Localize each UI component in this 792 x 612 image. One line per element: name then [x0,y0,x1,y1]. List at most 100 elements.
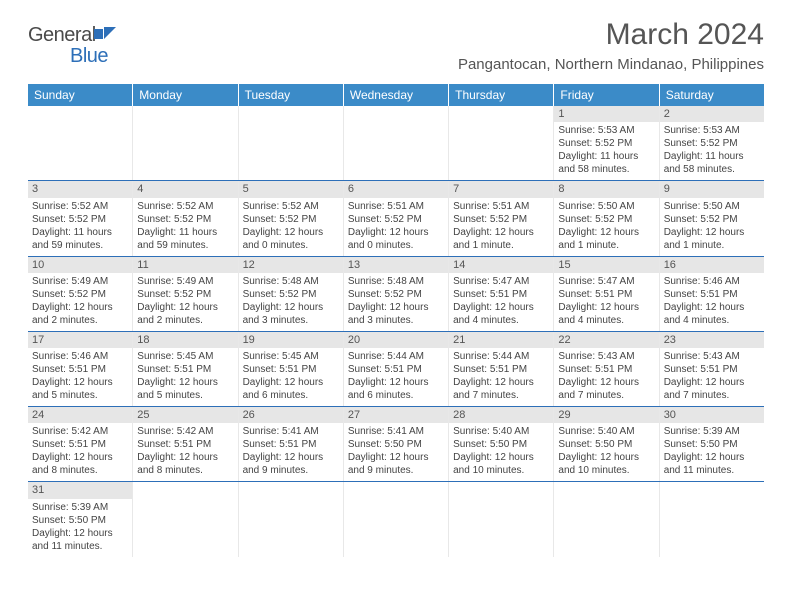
sunset-line: Sunset: 5:51 PM [664,288,760,301]
logo-part1: General [28,24,96,46]
sunset-line: Sunset: 5:52 PM [348,213,444,226]
day-body: Sunrise: 5:40 AMSunset: 5:50 PMDaylight:… [449,423,553,481]
sunset-line: Sunset: 5:50 PM [348,438,444,451]
day-cell: 7Sunrise: 5:51 AMSunset: 5:52 PMDaylight… [449,181,554,255]
day-cell [554,482,659,556]
day-body: Sunrise: 5:45 AMSunset: 5:51 PMDaylight:… [133,348,237,406]
day-number: 7 [449,181,553,197]
day-body: Sunrise: 5:44 AMSunset: 5:51 PMDaylight:… [344,348,448,406]
day-cell [239,106,344,180]
day-cell: 1Sunrise: 5:53 AMSunset: 5:52 PMDaylight… [554,106,659,180]
day-number: 4 [133,181,237,197]
day-number: 17 [28,332,132,348]
day-number: 23 [660,332,764,348]
day-number: 2 [660,106,764,122]
sunrise-line: Sunrise: 5:42 AM [32,425,128,438]
weeks-container: 1Sunrise: 5:53 AMSunset: 5:52 PMDaylight… [28,106,764,557]
daylight-line: Daylight: 12 hours and 4 minutes. [558,301,654,327]
daylight-line: Daylight: 12 hours and 0 minutes. [348,226,444,252]
day-header: Saturday [660,84,764,106]
day-body: Sunrise: 5:41 AMSunset: 5:50 PMDaylight:… [344,423,448,481]
sunrise-line: Sunrise: 5:47 AM [558,275,654,288]
day-number: 14 [449,257,553,273]
day-body: Sunrise: 5:47 AMSunset: 5:51 PMDaylight:… [554,273,658,331]
day-number: 18 [133,332,237,348]
day-header: Monday [133,84,238,106]
day-number: 11 [133,257,237,273]
day-body: Sunrise: 5:39 AMSunset: 5:50 PMDaylight:… [28,499,132,557]
day-body: Sunrise: 5:52 AMSunset: 5:52 PMDaylight:… [28,198,132,256]
day-cell: 17Sunrise: 5:46 AMSunset: 5:51 PMDayligh… [28,332,133,406]
sunrise-line: Sunrise: 5:53 AM [558,124,654,137]
logo-text: GeneralBlue [28,24,120,76]
sunset-line: Sunset: 5:50 PM [558,438,654,451]
daylight-line: Daylight: 12 hours and 1 minute. [664,226,760,252]
day-cell [28,106,133,180]
sunrise-line: Sunrise: 5:47 AM [453,275,549,288]
day-cell: 3Sunrise: 5:52 AMSunset: 5:52 PMDaylight… [28,181,133,255]
day-number: 5 [239,181,343,197]
sunrise-line: Sunrise: 5:51 AM [348,200,444,213]
day-header: Sunday [28,84,133,106]
day-body: Sunrise: 5:53 AMSunset: 5:52 PMDaylight:… [660,122,764,180]
title-block: March 2024 Pangantocan, Northern Mindana… [458,18,764,73]
day-number: 30 [660,407,764,423]
sunrise-line: Sunrise: 5:51 AM [453,200,549,213]
flag-icon [94,24,120,47]
day-cell: 24Sunrise: 5:42 AMSunset: 5:51 PMDayligh… [28,407,133,481]
day-cell [344,482,449,556]
day-number: 28 [449,407,553,423]
sunrise-line: Sunrise: 5:42 AM [137,425,233,438]
daylight-line: Daylight: 12 hours and 11 minutes. [32,527,128,553]
daylight-line: Daylight: 12 hours and 7 minutes. [664,376,760,402]
week-row: 3Sunrise: 5:52 AMSunset: 5:52 PMDaylight… [28,181,764,256]
day-body: Sunrise: 5:47 AMSunset: 5:51 PMDaylight:… [449,273,553,331]
sunrise-line: Sunrise: 5:46 AM [32,350,128,363]
day-header: Wednesday [344,84,449,106]
sunrise-line: Sunrise: 5:52 AM [243,200,339,213]
day-cell [660,482,764,556]
location-text: Pangantocan, Northern Mindanao, Philippi… [458,56,764,73]
week-row: 10Sunrise: 5:49 AMSunset: 5:52 PMDayligh… [28,257,764,332]
day-cell: 28Sunrise: 5:40 AMSunset: 5:50 PMDayligh… [449,407,554,481]
sunrise-line: Sunrise: 5:44 AM [348,350,444,363]
sunrise-line: Sunrise: 5:45 AM [137,350,233,363]
daylight-line: Daylight: 12 hours and 6 minutes. [348,376,444,402]
day-cell [133,106,238,180]
week-row: 24Sunrise: 5:42 AMSunset: 5:51 PMDayligh… [28,407,764,482]
daylight-line: Daylight: 12 hours and 5 minutes. [137,376,233,402]
sunrise-line: Sunrise: 5:43 AM [664,350,760,363]
sunrise-line: Sunrise: 5:40 AM [558,425,654,438]
week-row: 17Sunrise: 5:46 AMSunset: 5:51 PMDayligh… [28,332,764,407]
daylight-line: Daylight: 12 hours and 3 minutes. [243,301,339,327]
day-number: 29 [554,407,658,423]
daylight-line: Daylight: 12 hours and 7 minutes. [453,376,549,402]
day-number: 27 [344,407,448,423]
sunset-line: Sunset: 5:52 PM [243,213,339,226]
sunset-line: Sunset: 5:51 PM [137,438,233,451]
day-cell [449,106,554,180]
sunset-line: Sunset: 5:50 PM [32,514,128,527]
day-body: Sunrise: 5:41 AMSunset: 5:51 PMDaylight:… [239,423,343,481]
day-cell: 25Sunrise: 5:42 AMSunset: 5:51 PMDayligh… [133,407,238,481]
day-number: 10 [28,257,132,273]
sunset-line: Sunset: 5:51 PM [664,363,760,376]
day-cell: 4Sunrise: 5:52 AMSunset: 5:52 PMDaylight… [133,181,238,255]
day-number: 20 [344,332,448,348]
day-number: 1 [554,106,658,122]
day-cell [133,482,238,556]
daylight-line: Daylight: 11 hours and 59 minutes. [32,226,128,252]
sunset-line: Sunset: 5:51 PM [558,288,654,301]
daylight-line: Daylight: 11 hours and 58 minutes. [664,150,760,176]
sunset-line: Sunset: 5:52 PM [664,137,760,150]
sunset-line: Sunset: 5:51 PM [453,363,549,376]
sunset-line: Sunset: 5:52 PM [32,288,128,301]
day-number: 19 [239,332,343,348]
sunrise-line: Sunrise: 5:40 AM [453,425,549,438]
day-number: 26 [239,407,343,423]
day-cell [449,482,554,556]
sunset-line: Sunset: 5:51 PM [243,438,339,451]
day-body: Sunrise: 5:46 AMSunset: 5:51 PMDaylight:… [28,348,132,406]
daylight-line: Daylight: 12 hours and 10 minutes. [558,451,654,477]
day-number: 15 [554,257,658,273]
